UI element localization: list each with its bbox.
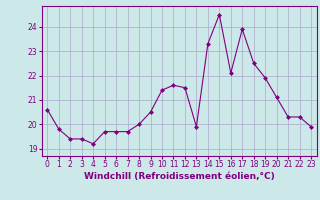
X-axis label: Windchill (Refroidissement éolien,°C): Windchill (Refroidissement éolien,°C) xyxy=(84,172,275,181)
